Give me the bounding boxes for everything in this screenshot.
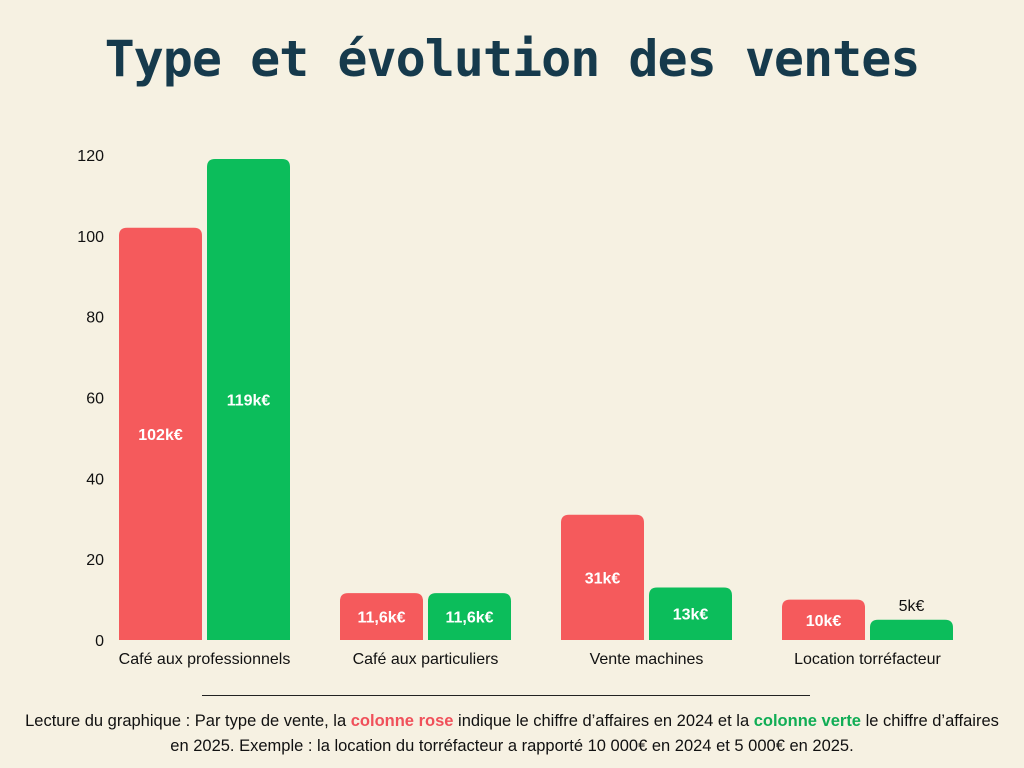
bar-data-label: 102k€ [138, 427, 183, 444]
bar-data-label: 119k€ [227, 393, 271, 410]
bar-rose [340, 593, 423, 640]
x-category-label: Vente machines [590, 651, 704, 668]
bar-verte [870, 619, 953, 640]
bar-data-label: 10k€ [806, 613, 842, 630]
y-tick-label: 20 [86, 552, 104, 569]
x-category-label: Location torréfacteur [794, 651, 941, 668]
caption-text-1: Lecture du graphique : Par type de vente… [25, 712, 351, 730]
bar-verte [649, 587, 732, 640]
y-tick-label: 0 [95, 633, 104, 650]
y-tick-label: 120 [77, 148, 104, 165]
caption-text-3: le chiffre d’affaires en 2025. Exemple :… [170, 712, 999, 755]
bar-data-label: 11,6k€ [445, 610, 493, 627]
bar-chart: 0 20 40 60 80 100 120 102k€ 11,6k€ 31k€ 10k€ 119k€ 1… [77, 148, 953, 668]
bar-verte [207, 159, 290, 640]
chart-caption: Lecture du graphique : Par type de vente… [14, 709, 1010, 759]
bar-rose [119, 227, 202, 640]
y-tick-label: 100 [77, 229, 104, 246]
caption-verte-highlight: colonne verte [753, 712, 861, 730]
caption-divider [202, 695, 810, 696]
x-category-label: Café aux particuliers [353, 651, 499, 668]
chart-title: Type et évolution des ventes [104, 30, 921, 88]
caption-rose-highlight: colonne rose [350, 712, 454, 730]
y-tick-label: 40 [86, 471, 104, 488]
x-category-label: Café aux professionnels [119, 651, 291, 668]
bar-rose [782, 599, 865, 640]
bar-data-label: 31k€ [585, 570, 621, 587]
caption-text-2: indique le chiffre d’affaires en 2024 et… [453, 712, 754, 730]
y-tick-label: 80 [86, 310, 104, 327]
bar-verte [428, 593, 511, 640]
bar-data-label: 13k€ [673, 607, 709, 624]
bar-data-label: 11,6k€ [357, 610, 405, 627]
bar-data-label: 5k€ [899, 598, 925, 615]
bar-rose [561, 514, 644, 640]
y-tick-label: 60 [86, 391, 104, 408]
